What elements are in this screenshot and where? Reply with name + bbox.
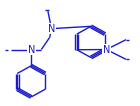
Text: N: N xyxy=(28,45,35,54)
Text: N: N xyxy=(48,24,55,34)
Text: N: N xyxy=(103,45,110,54)
